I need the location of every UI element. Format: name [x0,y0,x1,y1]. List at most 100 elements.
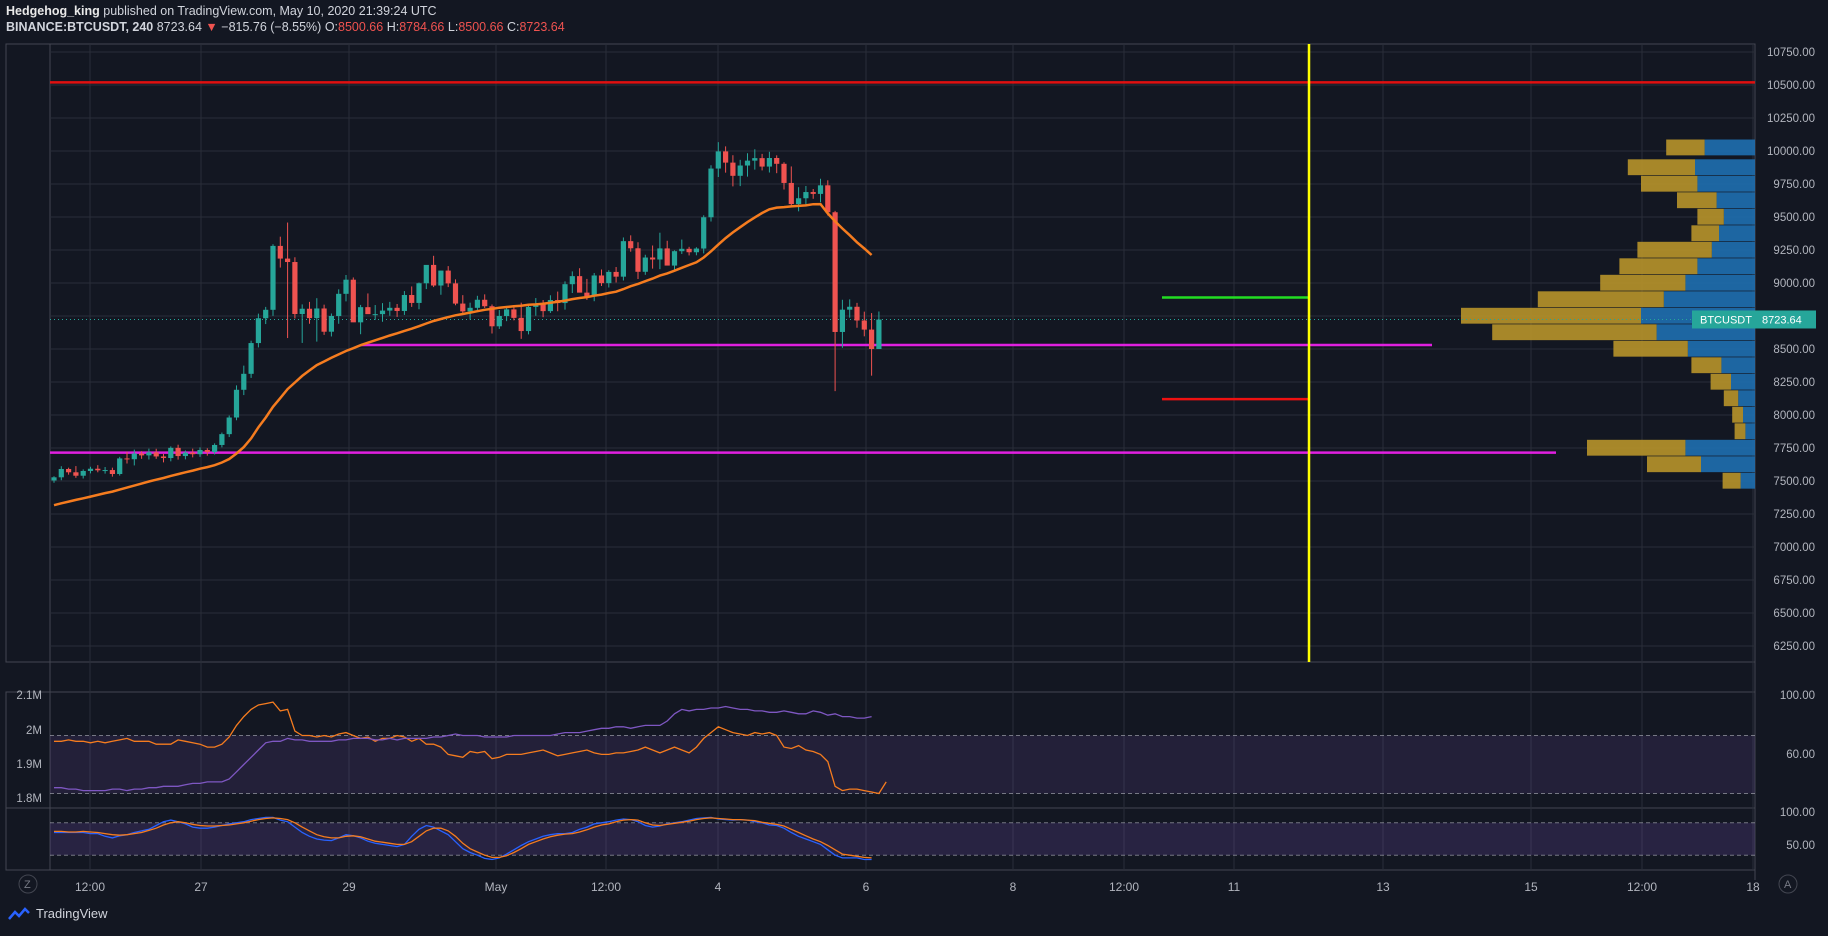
candle-body [847,306,853,310]
candle-body [131,453,137,460]
volume-profile-bar-up [1685,439,1755,456]
volume-profile-bar-up [1687,340,1755,357]
volume-profile-bar-up [1695,159,1755,176]
candle-body [394,307,400,311]
candle-body [467,307,473,312]
candle-body [409,295,415,303]
candle-body [810,192,816,194]
candle-body [416,283,422,303]
x-tick-label: 12:00 [1109,880,1139,894]
volume-profile-bar-down [1691,357,1722,374]
volume-profile-bar-up [1721,357,1755,374]
candle-body [540,303,546,312]
volume-profile-bar-down [1723,390,1739,407]
candle-body [80,470,86,476]
open-label: O: [324,20,339,34]
candle-body [66,468,72,473]
candle-body [102,470,108,472]
oscillator-1-series [54,701,887,795]
candle-body [365,307,371,315]
candle-body [379,310,386,315]
price-tag-box [1692,310,1816,329]
volume-profile-bar-down [1647,456,1701,473]
bottom-left-button[interactable]: Z [18,874,38,894]
y-tick-label: 9250.00 [1773,245,1815,257]
volume-profile-bar-up [1697,258,1755,275]
price-tag-symbol: BTCUSDT [1700,314,1752,326]
symbol-label: BINANCE:BTCUSDT, 240 [6,20,154,34]
candle-body [160,456,167,459]
volume-profile-bar-up [1740,472,1755,489]
x-tick-label: 18 [1746,880,1760,894]
close-label: C: [506,20,520,34]
volume-profile-bar-down [1641,175,1698,192]
candle-body [95,468,101,471]
candle-body [825,185,831,213]
ema-path [53,202,873,507]
candle-body [525,306,532,332]
candle-body [650,257,656,260]
candle-body [803,192,809,199]
volume-profile-bar-up [1738,390,1755,407]
publish-info: published on TradingView.com, May 10, 20… [103,4,437,18]
price-tag-value: 8723.64 [1762,314,1802,326]
candle-body [664,248,670,266]
candle-body [423,264,429,284]
volume-profile-bar-down [1722,472,1741,489]
y-tick-label: 6750.00 [1773,575,1815,587]
candle-body [299,308,305,315]
volume-profile-bar-down [1732,406,1743,423]
author-name[interactable]: Hedgehog_king [6,4,100,18]
y-tick-label: 10000.00 [1767,146,1815,158]
candle-body [518,317,524,332]
volume-profile-bar-down [1710,373,1731,390]
down-arrow-icon: ▼ [205,20,218,34]
candle-body [671,251,678,266]
oscillator-1-band [50,735,1755,794]
candle-body [876,319,882,349]
volume-profile-bar-down [1537,291,1664,308]
volume-profile-bar-up [1731,373,1755,390]
y-tick-label: 7250.00 [1773,509,1815,521]
open-value: 8500.66 [338,20,384,34]
volume-profile-bar-down [1461,307,1641,324]
x-tick-label: 15 [1524,880,1538,894]
candle-body [511,309,517,318]
volume-profile-bar-down [1627,159,1695,176]
volume-profile-bar-down [1587,439,1686,456]
oscillator-1-left-tick: 2M [26,725,42,737]
candle-body [832,212,838,332]
a-button-label: A [1784,879,1792,891]
candle-body [306,308,313,319]
candle-body [657,248,663,260]
x-tick-label: 4 [715,880,722,894]
y-tick-label: 7500.00 [1773,476,1815,488]
candle-body [598,275,605,284]
last-price: 8723.64 [156,20,202,34]
main-pane[interactable] [5,43,1756,663]
candle-body [197,449,203,455]
candle-body [744,160,751,166]
candle-body [401,295,407,311]
candle-body [679,248,685,252]
x-tick-label: 12:00 [75,880,105,894]
bottom-right-button[interactable]: A [1778,874,1798,894]
candle-body [460,303,466,312]
candle-body [620,241,626,277]
tradingview-logo-icon[interactable] [8,906,30,921]
x-tick-label: 6 [863,880,870,894]
y-tick-label: 9500.00 [1773,212,1815,224]
candle-body [817,185,824,194]
brand-name[interactable]: TradingView [36,906,108,921]
candle-body [58,468,64,478]
volume-profile-bar-up [1719,225,1755,242]
volume-profile-bar-down [1666,139,1705,156]
candle-body [869,329,875,349]
price-change: −815.76 (−8.55%) [221,20,322,34]
candle-body [219,434,225,445]
volume-profile-bar-up [1697,175,1755,192]
candle-body [723,151,729,163]
candle-body [613,271,619,277]
oscillator-2-right-tick: 50.00 [1786,840,1815,852]
